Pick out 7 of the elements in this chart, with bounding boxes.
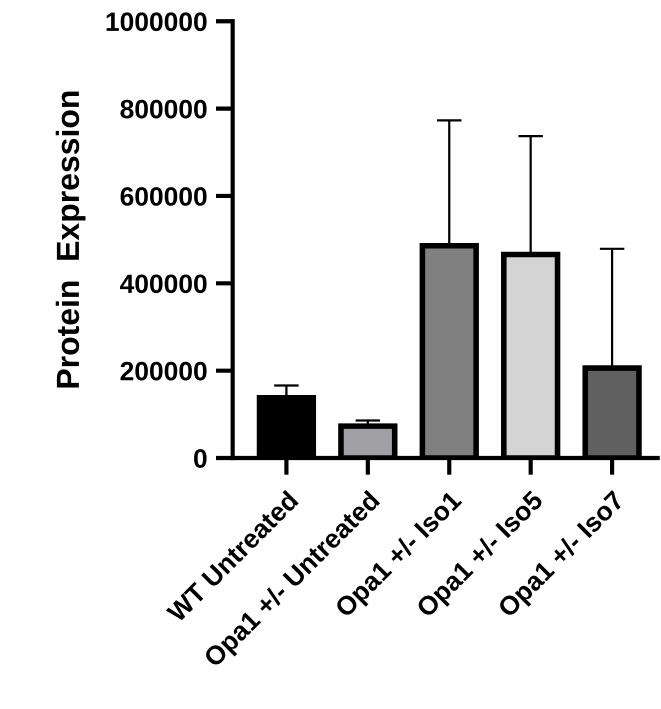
y-axis-title: Protein Expression (56, 92, 86, 388)
y-tick-label: 800000 (120, 100, 207, 118)
y-tick-label: 1000000 (106, 12, 207, 32)
y-tick-label: 0 (194, 449, 207, 468)
y-tick-label: 600000 (120, 187, 207, 206)
y-tick-label: 400000 (120, 274, 207, 294)
y-tick-label: 200000 (120, 362, 207, 380)
